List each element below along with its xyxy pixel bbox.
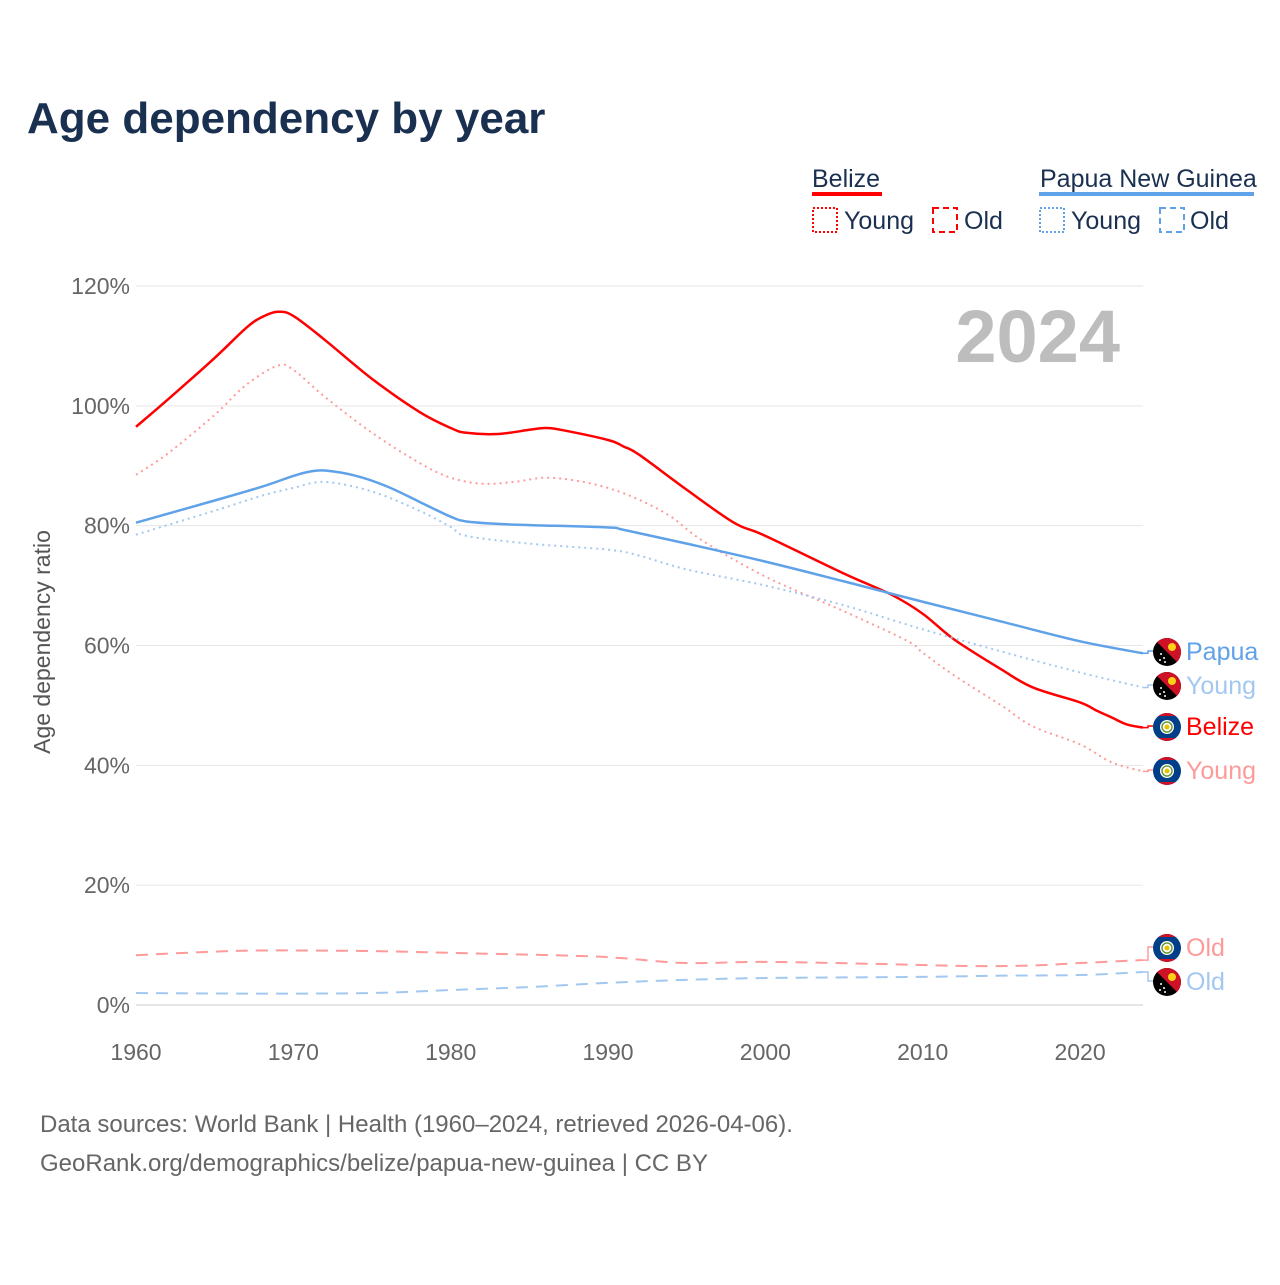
end-label-connector: [1143, 725, 1153, 729]
x-tick-label: 2000: [740, 1039, 791, 1065]
x-tick-label: 2020: [1054, 1039, 1105, 1065]
belize-flag-icon: [1153, 713, 1181, 741]
y-tick-label: 60%: [84, 633, 130, 659]
legend-png-old-swatch[interactable]: [1159, 207, 1185, 233]
series-line-papua-new-guinea-old: [135, 971, 1144, 995]
legend-belize-label[interactable]: Belize: [812, 165, 880, 193]
end-label-connector: [1143, 769, 1153, 773]
legend: Belize Young Old Papua New Guinea Young …: [812, 165, 1257, 235]
legend-png-young-label[interactable]: Young: [1071, 207, 1141, 235]
y-tick-label: 120%: [71, 273, 130, 299]
legend-belize-underline: [812, 192, 882, 196]
legend-belize-young-label[interactable]: Young: [844, 207, 914, 235]
y-tick-label: 80%: [84, 513, 130, 539]
belize-flag-icon: [1153, 934, 1181, 962]
end-label-connector: [1143, 946, 1153, 961]
y-tick-label: 40%: [84, 752, 130, 778]
x-tick-label: 1990: [582, 1039, 633, 1065]
end-label: Old: [1186, 934, 1225, 962]
year-watermark: 2024: [955, 295, 1120, 378]
y-tick-label: 0%: [97, 992, 130, 1018]
chart-title: Age dependency by year: [27, 94, 545, 143]
x-tick-label: 1980: [425, 1039, 476, 1065]
end-label-connector: [1143, 650, 1153, 655]
legend-png-label[interactable]: Papua New Guinea: [1040, 165, 1257, 193]
legend-png-underline: [1039, 192, 1254, 196]
belize-flag-icon: [1153, 757, 1181, 785]
source-line-1: Data sources: World Bank | Health (1960–…: [40, 1111, 793, 1138]
x-tick-label: 1970: [268, 1039, 319, 1065]
end-label: Papua: [1186, 638, 1258, 666]
source-line-2: GeoRank.org/demographics/belize/papua-ne…: [40, 1150, 708, 1177]
y-tick-label: 100%: [71, 393, 130, 419]
png-flag-icon: [1153, 968, 1181, 996]
end-label: Young: [1186, 757, 1256, 785]
legend-png-old-label[interactable]: Old: [1190, 207, 1229, 235]
y-axis-ticks: 0% 20% 40% 60% 80% 100% 120%: [71, 273, 130, 1018]
legend-png-young-swatch[interactable]: [1039, 207, 1065, 233]
end-label-connector: [1143, 684, 1153, 689]
end-label: Old: [1186, 968, 1225, 996]
series-line-papua-new-guinea: [135, 469, 1144, 655]
x-axis-ticks: 1960 1970 1980 1990 2000 2010 2020: [110, 1039, 1105, 1065]
series-line-belize: [135, 310, 1144, 729]
end-label-connector: [1143, 971, 1153, 982]
x-tick-label: 2010: [897, 1039, 948, 1065]
legend-belize-young-swatch[interactable]: [812, 207, 838, 233]
gridlines: [136, 285, 1143, 1006]
series-lines: [135, 310, 1144, 995]
end-label: Belize: [1186, 713, 1254, 741]
series-line-belize-young: [135, 363, 1144, 773]
png-flag-icon: [1153, 638, 1181, 666]
end-label: Young: [1186, 672, 1256, 700]
png-flag-icon: [1153, 672, 1181, 700]
y-axis-label: Age dependency ratio: [29, 530, 55, 754]
series-line-belize-old: [135, 949, 1144, 968]
end-labels: Belize Young Old Papua Young Old: [1143, 638, 1258, 996]
x-tick-label: 1960: [110, 1039, 161, 1065]
series-line-papua-new-guinea-young: [135, 480, 1144, 689]
legend-belize-old-label[interactable]: Old: [964, 207, 1003, 235]
legend-belize-old-swatch[interactable]: [932, 207, 958, 233]
y-tick-label: 20%: [84, 872, 130, 898]
